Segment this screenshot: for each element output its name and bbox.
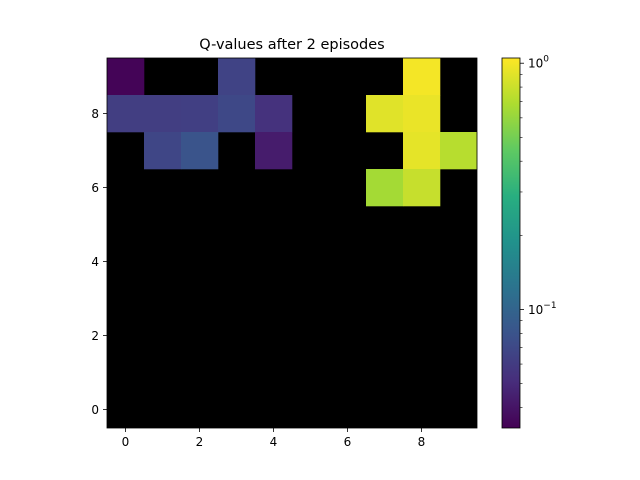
- heatmap-cell: [366, 95, 404, 133]
- x-tick-label: 2: [196, 435, 204, 449]
- colorbar-tick-label: 100: [528, 55, 549, 71]
- heatmap-cell: [144, 95, 182, 133]
- heatmap-cell: [255, 95, 293, 133]
- heatmap-cell: [403, 169, 441, 207]
- heatmap-cell: [440, 132, 478, 170]
- heatmap-cell: [218, 58, 256, 96]
- heatmap-cell: [144, 132, 182, 170]
- heatmap-cells: [107, 58, 478, 207]
- heatmap-cell: [218, 95, 256, 133]
- y-tick-label: 4: [91, 255, 99, 269]
- heatmap-cell: [403, 132, 441, 170]
- chart-title: Q-values after 2 episodes: [199, 37, 384, 53]
- heatmap-cell: [107, 58, 145, 96]
- colorbar-tick-label: 10−1: [528, 301, 557, 317]
- heatmap-cell: [255, 132, 293, 170]
- plot-frame: [106, 57, 478, 429]
- heatmap-cell: [403, 95, 441, 133]
- colorbar: [501, 57, 521, 429]
- heatmap-cell: [366, 169, 404, 207]
- y-tick-label: 2: [91, 329, 99, 343]
- colorbar-axis: 100 10−1: [520, 55, 557, 408]
- heatmap-cell: [403, 58, 441, 96]
- x-tick-label: 0: [122, 435, 130, 449]
- y-tick-label: 8: [91, 107, 99, 121]
- x-tick-label: 4: [270, 435, 278, 449]
- x-axis: 0 2 4 6 8: [122, 428, 426, 449]
- heatmap-cell: [107, 95, 145, 133]
- heatmap-cell: [181, 132, 219, 170]
- x-tick-label: 8: [418, 435, 426, 449]
- y-axis: 0 2 4 6 8: [91, 107, 107, 417]
- heatmap-cell: [181, 95, 219, 133]
- x-tick-label: 6: [344, 435, 352, 449]
- y-tick-label: 6: [91, 181, 99, 195]
- y-tick-label: 0: [91, 403, 99, 417]
